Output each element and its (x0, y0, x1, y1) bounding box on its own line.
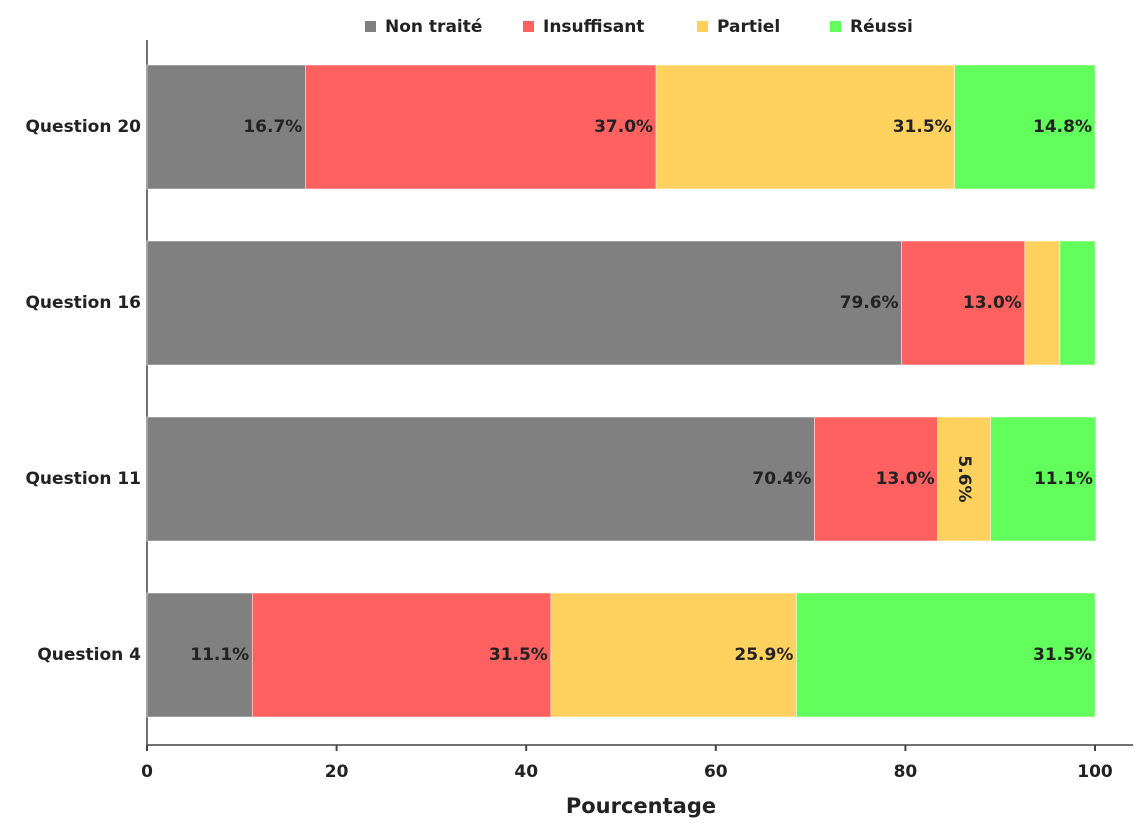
x-tick-label: 20 (325, 762, 349, 782)
value-label: 5.6% (954, 455, 974, 502)
legend-swatch (365, 21, 376, 32)
y-tick-label: Question 11 (25, 469, 141, 489)
value-label: 14.8% (1033, 117, 1092, 137)
bar-segment (814, 416, 938, 542)
value-label: 11.1% (190, 645, 249, 665)
x-tick-label: 0 (141, 762, 153, 782)
legend-label: Non traité (385, 17, 482, 37)
bar-segment (655, 64, 955, 190)
legend-swatch (830, 21, 841, 32)
y-tick-label: Question 20 (25, 117, 141, 137)
value-label: 31.5% (893, 117, 952, 137)
bar-segment (990, 416, 1097, 542)
value-label: 70.4% (752, 469, 811, 489)
legend-label: Insuffisant (543, 17, 644, 37)
bar-segment (954, 64, 1096, 190)
bar-segment (1059, 240, 1096, 366)
value-label: 11.1% (1034, 469, 1093, 489)
bar-segment (146, 592, 253, 718)
value-label: 37.0% (594, 117, 653, 137)
bar-segment (901, 240, 1026, 366)
y-tick-label: Question 16 (25, 293, 141, 313)
value-label: 16.7% (243, 117, 302, 137)
x-tick-label: 60 (704, 762, 728, 782)
bar-segment (796, 592, 1096, 718)
value-label: 13.0% (876, 469, 935, 489)
legend-swatch (523, 21, 534, 32)
y-tick-label: Question 4 (37, 645, 141, 665)
bar-segment (146, 416, 815, 542)
x-tick-label: 80 (894, 762, 918, 782)
legend-swatch (697, 21, 708, 32)
x-tick-label: 40 (514, 762, 538, 782)
x-axis-label: Pourcentage (566, 794, 716, 818)
legend-label: Réussi (850, 17, 913, 37)
value-label: 13.0% (963, 293, 1022, 313)
bar-segment (305, 64, 657, 190)
bar-segment (937, 416, 991, 542)
value-label: 31.5% (489, 645, 548, 665)
bar-segment (1024, 240, 1061, 366)
value-label: 25.9% (734, 645, 793, 665)
bar-segment (146, 240, 902, 366)
legend-label: Partiel (717, 17, 780, 37)
value-label: 79.6% (840, 293, 899, 313)
value-label: 31.5% (1033, 645, 1092, 665)
x-tick-label: 100 (1077, 762, 1113, 782)
bar-segment (550, 592, 797, 718)
bar-segment (146, 64, 306, 190)
